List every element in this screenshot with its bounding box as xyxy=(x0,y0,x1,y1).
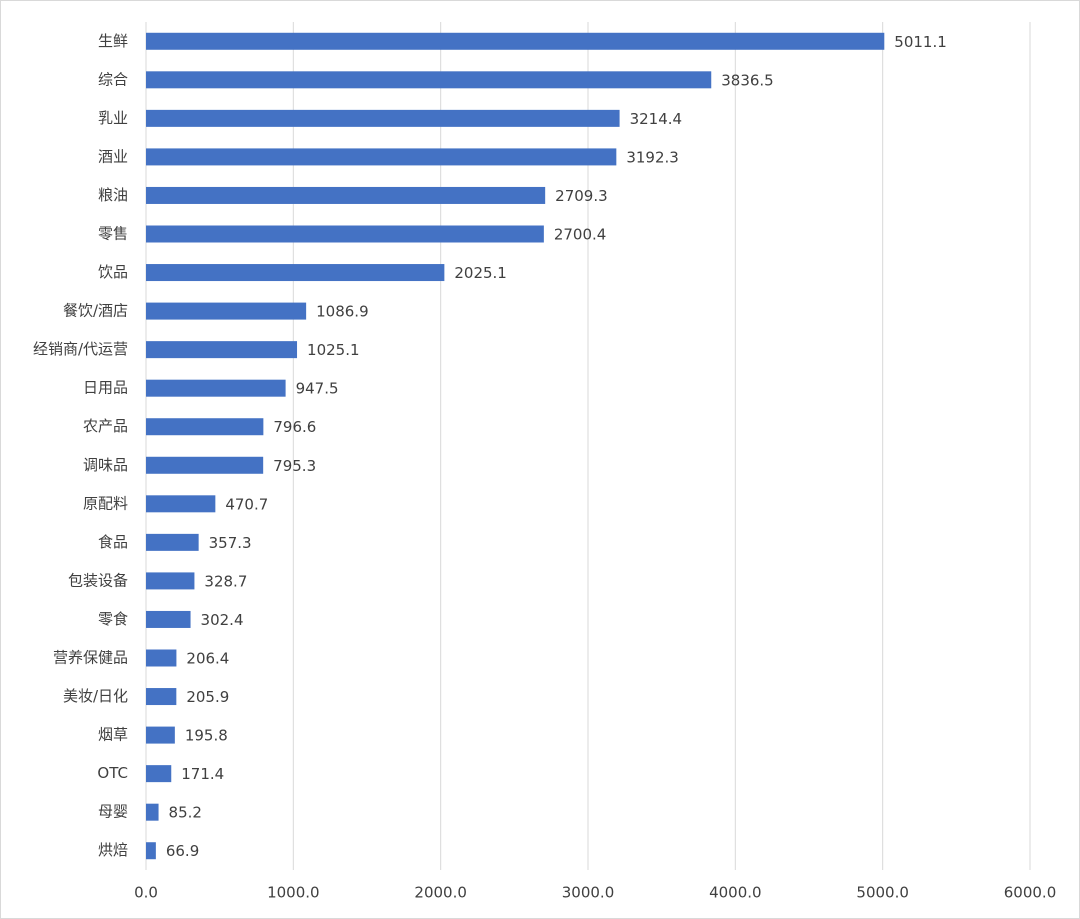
y-tick-label: 烘焙 xyxy=(98,841,128,859)
y-tick-label: 营养保健品 xyxy=(53,649,128,667)
bar xyxy=(146,71,712,89)
bar xyxy=(146,341,298,359)
value-label: 3192.3 xyxy=(626,148,679,166)
value-label: 947.5 xyxy=(296,380,339,398)
x-tick-label: 2000.0 xyxy=(414,884,467,902)
x-tick-label: 6000.0 xyxy=(1004,884,1057,902)
value-label: 2025.1 xyxy=(454,264,507,282)
y-tick-label: 烟草 xyxy=(98,726,128,744)
y-tick-label: 美妆/日化 xyxy=(63,687,128,705)
value-label: 205.9 xyxy=(186,688,229,706)
bar xyxy=(146,456,264,474)
bar xyxy=(146,379,286,397)
value-label: 357.3 xyxy=(209,534,252,552)
bar xyxy=(146,225,544,243)
value-label: 206.4 xyxy=(186,650,229,668)
value-label: 195.8 xyxy=(185,727,228,745)
y-tick-label: 母婴 xyxy=(98,803,128,821)
bar xyxy=(146,726,175,744)
y-tick-label: 调味品 xyxy=(83,456,128,474)
y-tick-label: 经销商/代运营 xyxy=(33,340,128,358)
bar xyxy=(146,302,307,320)
bar xyxy=(146,765,172,783)
value-label: 795.3 xyxy=(273,457,316,475)
y-tick-label: OTC xyxy=(97,764,128,782)
bar xyxy=(146,649,177,667)
bar xyxy=(146,418,264,436)
y-tick-label: 原配料 xyxy=(83,494,128,512)
value-label: 3836.5 xyxy=(721,71,774,89)
value-label: 470.7 xyxy=(225,495,268,513)
value-label: 1025.1 xyxy=(307,341,360,359)
x-tick-label: 1000.0 xyxy=(267,884,320,902)
y-tick-label: 农产品 xyxy=(83,417,128,435)
value-label: 171.4 xyxy=(181,765,224,783)
x-tick-label: 4000.0 xyxy=(709,884,762,902)
y-tick-label: 酒业 xyxy=(98,147,128,165)
y-tick-label: 粮油 xyxy=(98,186,128,204)
value-label: 2700.4 xyxy=(554,226,607,244)
y-tick-label: 包装设备 xyxy=(68,571,128,589)
y-tick-label: 日用品 xyxy=(83,379,128,397)
value-label: 5011.1 xyxy=(894,33,947,51)
value-label: 1086.9 xyxy=(316,303,369,321)
bar xyxy=(146,533,199,551)
bar xyxy=(146,109,620,127)
bar xyxy=(146,572,195,590)
bar xyxy=(146,610,191,628)
y-tick-label: 饮品 xyxy=(98,263,128,281)
bar xyxy=(146,842,156,860)
bar xyxy=(146,495,216,513)
bar xyxy=(146,803,159,821)
y-tick-label: 乳业 xyxy=(98,109,128,127)
bar xyxy=(146,32,885,50)
value-label: 3214.4 xyxy=(630,110,683,128)
y-tick-label: 生鲜 xyxy=(98,32,128,50)
x-tick-label: 5000.0 xyxy=(856,884,909,902)
value-label: 85.2 xyxy=(169,804,202,822)
value-label: 66.9 xyxy=(166,842,199,860)
x-tick-label: 3000.0 xyxy=(562,884,615,902)
y-tick-label: 食品 xyxy=(98,533,128,551)
y-tick-label: 零售 xyxy=(98,225,128,243)
bar xyxy=(146,688,177,706)
bar xyxy=(146,148,617,166)
value-label: 2709.3 xyxy=(555,187,608,205)
x-tick-label: 0.0 xyxy=(134,884,158,902)
value-label: 796.6 xyxy=(273,418,316,436)
y-tick-label: 零食 xyxy=(98,610,128,628)
bar xyxy=(146,264,445,282)
y-tick-label: 综合 xyxy=(98,70,128,88)
value-label: 328.7 xyxy=(204,572,247,590)
bar xyxy=(146,186,546,204)
y-tick-label: 餐饮/酒店 xyxy=(63,302,128,320)
value-label: 302.4 xyxy=(201,611,244,629)
